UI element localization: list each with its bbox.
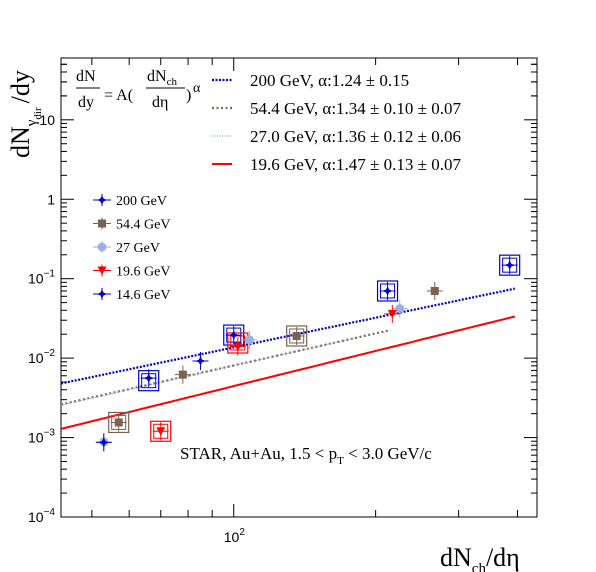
- legend-fit-label: 27.0 GeV, α:1.36 ± 0.12 ± 0.06: [250, 127, 461, 146]
- data-point: [228, 330, 239, 341]
- data-point: [233, 342, 243, 352]
- fit-lines: [61, 287, 516, 430]
- sys-box: [223, 324, 245, 346]
- legend-marker: [97, 266, 107, 275]
- data-point: [178, 370, 187, 379]
- plot-frame: [60, 57, 538, 518]
- fit-line: [61, 337, 355, 406]
- legend-marker-label: 19.6 GeV: [116, 265, 170, 280]
- data-point: [156, 427, 166, 436]
- svg-text:= A(: = A(: [104, 87, 133, 104]
- y-tick-label: 10−3: [28, 428, 55, 446]
- sys-box: [150, 420, 172, 442]
- data-point: [292, 331, 301, 340]
- sys-box: [376, 280, 399, 302]
- fit-line: [61, 315, 516, 430]
- data-point: [114, 418, 123, 427]
- x-axis-label: dNch/dη: [440, 543, 520, 572]
- marker-legend: 200 GeV 54.4 GeV 27 GeV 19.6 GeV 14.6 GeV: [93, 194, 170, 303]
- legend-fit-label: 200 GeV, α:1.24 ± 0.15: [250, 71, 409, 90]
- legend-marker: [98, 219, 106, 228]
- sys-box: [499, 254, 521, 276]
- svg-text:dN: dN: [76, 68, 96, 85]
- legend-marker: [97, 242, 107, 252]
- data-point: [504, 260, 515, 271]
- data-point: [195, 356, 206, 367]
- annotation: STAR, Au+Au, 1.5 < pT < 3.0 GeV/c: [180, 444, 432, 467]
- data-points: [95, 256, 518, 452]
- data-point: [395, 304, 405, 314]
- fit-formula: dN dy = A( dNch dη ) α: [76, 68, 201, 111]
- y-tick-label: 10−4: [28, 507, 55, 525]
- svg-text:): ): [186, 87, 191, 104]
- sys-box: [108, 411, 130, 434]
- legend-marker: [97, 289, 107, 299]
- y-tick-label: 10: [39, 112, 55, 128]
- data-point: [430, 286, 439, 295]
- sys-box: [286, 325, 308, 347]
- fit-legend: 200 GeV, α:1.24 ± 0.15 54.4 GeV, α:1.34 ±…: [212, 71, 461, 174]
- legend-marker-label: 54.4 GeV: [116, 218, 170, 233]
- axis-ticks: 10−4 10−3 10−2 10−1 1 10 102: [28, 57, 537, 545]
- legend-fit-label: 19.6 GeV, α:1.47 ± 0.13 ± 0.07: [250, 155, 461, 174]
- data-point: [143, 373, 154, 384]
- svg-text:dy: dy: [78, 94, 94, 111]
- data-point: [387, 309, 397, 319]
- svg-text:dNch: dNch: [147, 68, 177, 88]
- data-point: [98, 437, 109, 448]
- fit-line: [61, 287, 516, 385]
- svg-text:α: α: [193, 81, 201, 96]
- data-point: [382, 285, 393, 296]
- legend-marker: [97, 195, 107, 205]
- x-tick-label: 102: [224, 527, 246, 545]
- data-point: [244, 335, 254, 345]
- legend-marker-label: 27 GeV: [116, 241, 160, 256]
- legend-marker-label: 14.6 GeV: [116, 288, 170, 303]
- y-tick-label: 10−1: [28, 269, 55, 287]
- svg-text:dη: dη: [152, 94, 168, 111]
- legend-fit-label: 54.4 GeV, α:1.34 ± 0.10 ± 0.07: [250, 99, 461, 118]
- y-tick-label: 1: [47, 191, 55, 207]
- y-tick-label: 10−2: [28, 348, 55, 366]
- systematic-boxes: [108, 254, 521, 442]
- legend-marker-label: 200 GeV: [116, 194, 167, 209]
- y-axis-label: dNγdir/dy: [6, 70, 44, 158]
